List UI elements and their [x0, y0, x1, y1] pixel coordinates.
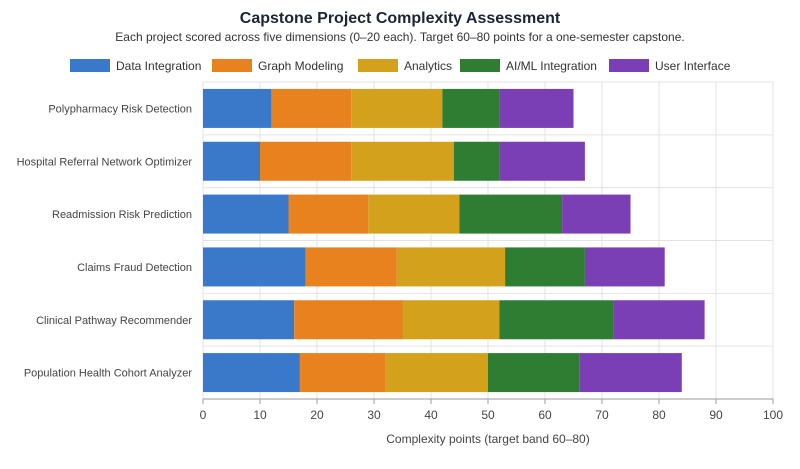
x-axis: 0 10 20 30 40 50 60 70 80 90 100: [200, 398, 783, 422]
y-axis-labels: Polypharmacy Risk Detection Hospital Refe…: [17, 103, 193, 379]
grid-lines: [202, 81, 774, 400]
bar-segment: [368, 194, 460, 234]
bar-segment: [499, 141, 585, 181]
x-tick-label: 80: [652, 408, 666, 422]
bar-segment: [203, 88, 272, 128]
legend-swatch: [212, 59, 252, 72]
bar-segment: [203, 353, 300, 393]
bar-segment: [294, 300, 403, 340]
x-tick-label: 20: [310, 408, 324, 422]
legend: Data Integration Graph Modeling Analytics A…: [70, 59, 731, 73]
legend-swatch: [460, 59, 500, 72]
y-tick-label: Hospital Referral Network Optimizer: [17, 156, 193, 168]
legend-label: Graph Modeling: [258, 59, 343, 73]
y-tick-label: Claims Fraud Detection: [77, 262, 192, 274]
bar-segment: [453, 141, 500, 181]
y-tick-label: Population Health Cohort Analyzer: [24, 368, 192, 380]
legend-label: AI/ML Integration: [506, 59, 597, 73]
y-tick-label: Readmission Risk Prediction: [52, 209, 192, 221]
legend-swatch: [609, 59, 649, 72]
x-tick-label: 90: [709, 408, 723, 422]
x-tick-label: 40: [424, 408, 438, 422]
bar-segment: [562, 194, 631, 234]
bar-segment: [499, 300, 614, 340]
bar-segment: [396, 247, 506, 287]
bar-segment: [499, 88, 574, 128]
bar-segment: [351, 141, 454, 181]
bar-segment: [203, 300, 295, 340]
bar-segment: [488, 353, 580, 393]
chart-subtitle: Each project scored across five dimensio…: [115, 30, 684, 44]
x-tick-label: 100: [763, 408, 783, 422]
bar-segment: [584, 247, 665, 287]
bar-segment: [299, 353, 386, 393]
x-tick-label: 0: [200, 408, 207, 422]
x-tick-label: 50: [481, 408, 495, 422]
bar-segment: [288, 194, 369, 234]
chart-title: Capstone Project Complexity Assessment: [240, 10, 561, 27]
bar-segment: [305, 247, 397, 287]
bar-segment: [613, 300, 705, 340]
legend-label: Data Integration: [116, 59, 201, 73]
legend-swatch: [70, 59, 110, 72]
bar-segment: [459, 194, 563, 234]
bar-segment: [203, 141, 260, 181]
x-tick-label: 10: [253, 408, 267, 422]
x-tick-label: 30: [367, 408, 381, 422]
legend-swatch: [358, 59, 398, 72]
bar-area: [203, 88, 705, 393]
x-tick-label: 70: [595, 408, 609, 422]
bar-segment: [351, 88, 443, 128]
bar-segment: [260, 141, 352, 181]
legend-label: Analytics: [404, 59, 452, 73]
bar-segment: [505, 247, 585, 287]
bar-segment: [203, 194, 289, 234]
bar-segment: [203, 247, 306, 287]
y-tick-label: Polypharmacy Risk Detection: [48, 103, 192, 115]
bar-segment: [402, 300, 500, 340]
bar-segment: [271, 88, 352, 128]
y-tick-label: Clinical Pathway Recommender: [36, 315, 192, 327]
x-axis-label: Complexity points (target band 60–80): [386, 432, 589, 446]
bar-segment: [579, 353, 682, 393]
legend-label: User Interface: [655, 59, 731, 73]
x-tick-label: 60: [538, 408, 552, 422]
bar-segment: [442, 88, 500, 128]
bar-segment: [385, 353, 488, 393]
